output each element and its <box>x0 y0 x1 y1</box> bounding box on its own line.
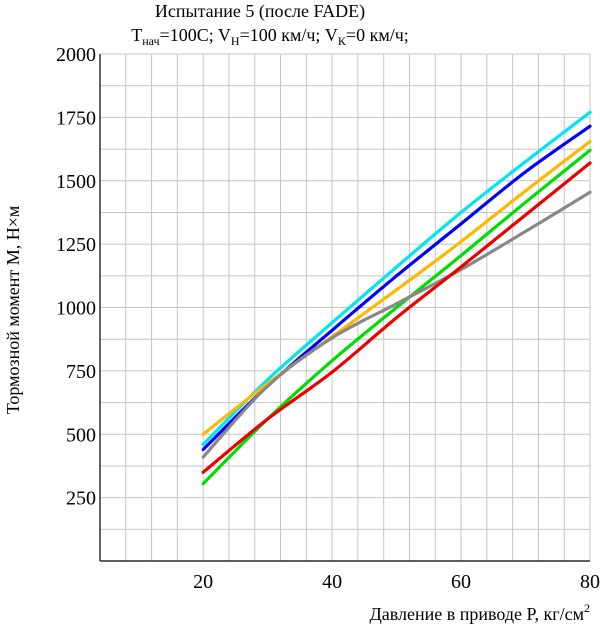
x-tick-label: 60 <box>451 571 471 593</box>
series-line-orange <box>201 139 592 436</box>
plot-frame <box>99 54 590 562</box>
subtitle-vh-symbol: V <box>218 25 231 45</box>
subtitle-vh-value: =100 км/ч; <box>240 25 325 45</box>
chart-title: Испытание 5 (после FADE) <box>155 1 365 22</box>
y-tick-label: 1000 <box>56 298 96 320</box>
subtitle-t-value: =100C; <box>160 25 218 45</box>
x-axis-label-text: Давление в приводе P, кг/см <box>369 604 584 624</box>
x-tick-label: 80 <box>580 571 600 593</box>
subtitle-vk-value: =0 км/ч; <box>346 25 409 45</box>
series-line-red <box>201 161 592 474</box>
y-axis-label: Тормозной момент M, Н×м <box>3 206 23 415</box>
y-tick-label: 1500 <box>56 171 96 193</box>
subtitle-vk-symbol: V <box>325 25 338 45</box>
y-tick-labels: 250 500 750 1000 1250 1500 1750 2000 <box>56 44 96 510</box>
y-tick-label: 1750 <box>56 107 96 129</box>
x-axis-label: Давление в приводе P, кг/см2 <box>369 601 590 624</box>
x-tick-label: 20 <box>193 571 213 593</box>
chart-subtitle: Tнач=100C; VН=100 км/ч; VК=0 км/ч; <box>131 25 409 48</box>
y-tick-label: 2000 <box>56 44 96 66</box>
y-tick-label: 500 <box>66 424 96 446</box>
subtitle-vk-subscript: К <box>338 34 347 48</box>
subtitle-t-subscript: нач <box>142 34 159 48</box>
x-axis-label-superscript: 2 <box>584 601 590 615</box>
x-tick-labels: 20 40 60 80 <box>193 571 600 593</box>
series-group <box>201 110 592 486</box>
y-tick-label: 750 <box>66 361 96 383</box>
x-tick-label: 40 <box>322 571 342 593</box>
y-tick-label: 1250 <box>56 234 96 256</box>
subtitle-vh-subscript: Н <box>231 34 240 48</box>
subtitle-t-symbol: T <box>131 25 142 45</box>
series-line-cyan <box>201 110 592 446</box>
grid <box>99 53 591 562</box>
series-line-gray <box>201 190 592 459</box>
y-tick-label: 250 <box>66 488 96 510</box>
